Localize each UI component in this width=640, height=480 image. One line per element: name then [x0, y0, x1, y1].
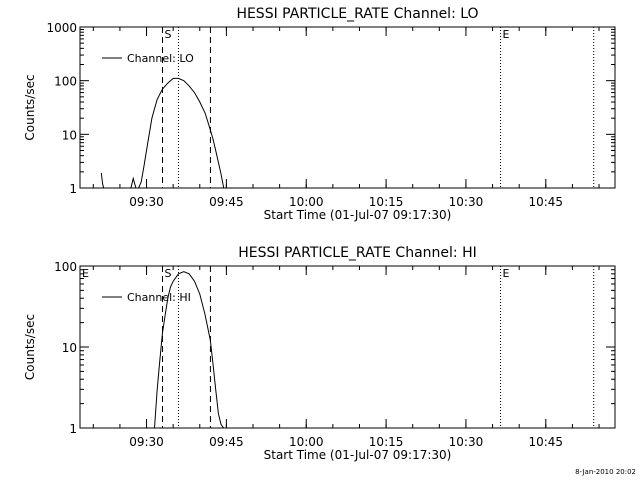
legend-label: Channel: HI — [127, 291, 191, 304]
y-tick-label: 100 — [54, 75, 77, 89]
event-marker-label: E — [503, 267, 510, 280]
chart-panel-0: HESSI PARTICLE_RATE Channel: LO 1 10 100 100… — [23, 6, 616, 222]
series-line-segment — [100, 172, 105, 188]
event-marker-label: S — [165, 267, 172, 280]
plot-frame — [79, 26, 616, 189]
x-tick-label: 10:45 — [528, 195, 563, 209]
x-tick-label: 09:30 — [129, 195, 164, 209]
x-tick-label: 10:15 — [369, 195, 404, 209]
x-tick-label: 10:00 — [289, 195, 324, 209]
x-tick-label: 10:45 — [528, 435, 563, 449]
chart-title: HESSI PARTICLE_RATE Channel: LO — [236, 6, 478, 22]
x-tick-label: 09:45 — [209, 435, 244, 449]
y-tick-label: 10 — [62, 341, 77, 355]
x-tick-label: 10:15 — [369, 435, 404, 449]
chart-title: HESSI PARTICLE_RATE Channel: HI — [238, 245, 476, 261]
x-axis-label: Start Time (01-Jul-07 09:17:30) — [264, 208, 452, 222]
x-tick-label: 09:30 — [129, 435, 164, 449]
x-axis-label: Start Time (01-Jul-07 09:17:30) — [264, 448, 452, 462]
y-axis-label: Counts/sec — [23, 74, 37, 140]
y-tick-label: 100 — [54, 260, 77, 274]
x-tick-label: 10:30 — [449, 195, 484, 209]
x-tick-label: 09:45 — [209, 195, 244, 209]
series-line — [130, 77, 225, 188]
footer-date: 8-Jan-2010 20:02 — [575, 468, 636, 476]
y-tick-label: 1 — [69, 182, 77, 196]
y-tick-label: 1000 — [46, 21, 77, 35]
y-axis-label: Counts/sec — [23, 314, 37, 380]
chart-panel-1: HESSI PARTICLE_RATE Channel: HI 1 10 100 09:… — [23, 245, 616, 462]
event-marker-label: S — [165, 28, 172, 41]
x-tick-label: 10:30 — [449, 435, 484, 449]
event-marker-label: E — [503, 28, 510, 41]
x-tick-label: 10:00 — [289, 435, 324, 449]
legend-label: Channel: LO — [127, 52, 194, 65]
event-marker-label: E — [82, 267, 89, 280]
y-tick-label: 1 — [69, 422, 77, 436]
series-line — [154, 271, 225, 428]
y-tick-label: 10 — [62, 128, 77, 142]
